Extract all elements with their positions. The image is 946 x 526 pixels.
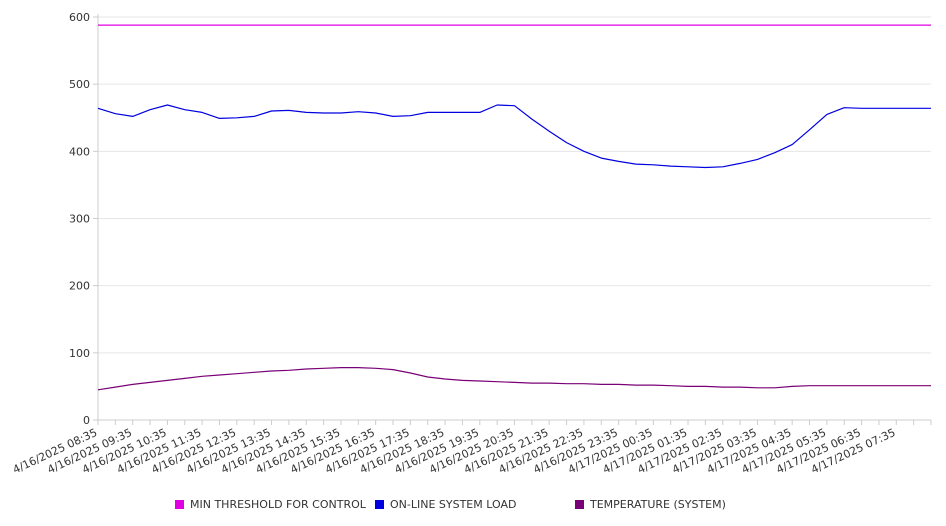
legend-item-temperature[interactable]: TEMPERATURE (SYSTEM) <box>575 498 726 511</box>
y-tick-label: 0 <box>83 414 90 427</box>
grid-lines <box>98 16 931 354</box>
y-tick-label: 400 <box>69 145 90 158</box>
x-axis-tick-labels: 4/16/2025 08:354/16/2025 09:354/16/2025 … <box>11 426 898 476</box>
legend-swatch-system-load <box>375 500 384 509</box>
legend-item-system-load[interactable]: ON-LINE SYSTEM LOAD <box>375 498 516 511</box>
series-line-temperature <box>97 367 931 391</box>
series-lines <box>97 24 931 391</box>
y-tick-label: 200 <box>69 280 90 293</box>
y-tick-label: 300 <box>69 213 90 226</box>
legend: MIN THRESHOLD FOR CONTROL ON-LINE SYSTEM… <box>0 498 946 514</box>
legend-label-system-load: ON-LINE SYSTEM LOAD <box>390 498 517 511</box>
legend-label-min-threshold: MIN THRESHOLD FOR CONTROL <box>190 498 366 511</box>
legend-label-temperature: TEMPERATURE (SYSTEM) <box>590 498 726 511</box>
y-tick-label: 600 <box>69 11 90 24</box>
y-tick-label: 100 <box>69 347 90 360</box>
legend-swatch-min-threshold <box>175 500 184 509</box>
axes <box>93 14 932 425</box>
legend-swatch-temperature <box>575 500 584 509</box>
legend-item-min-threshold[interactable]: MIN THRESHOLD FOR CONTROL <box>175 498 366 511</box>
series-line-system-load <box>97 104 931 169</box>
y-axis-tick-labels: 0 100 200 300 400 500 600 <box>69 11 90 427</box>
y-tick-label: 500 <box>69 78 90 91</box>
